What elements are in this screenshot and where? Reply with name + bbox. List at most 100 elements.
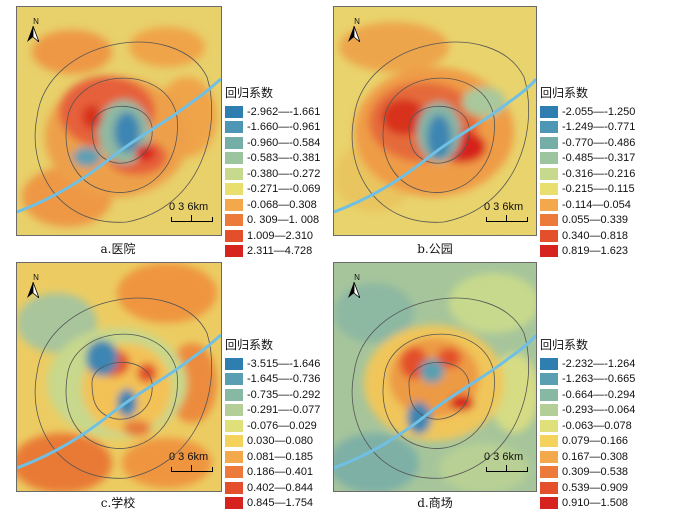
legend-swatch [225,183,243,196]
legend-item: -0.215—-0.115 [540,182,635,198]
legend-swatch [540,152,558,165]
legend-label: 0.186—0.401 [247,466,314,479]
legend-swatch [540,183,558,196]
legend-label: -0.068—0.308 [247,198,317,211]
legend-label: -0.960—-0.584 [247,136,321,149]
legend-swatch [540,497,558,510]
legend-swatch [540,481,558,494]
legend-swatch [225,373,243,386]
legend-swatch [225,419,243,432]
legend-label: -1.645—-0.736 [247,373,321,386]
legend-label: -0.583—-0.381 [247,152,321,165]
legend-swatch [225,214,243,227]
legend-swatch [540,388,558,401]
legend-item: -2.962—-1.661 [225,104,320,120]
legend-label: 0.055—0.339 [562,214,629,227]
legend-label: -1.263—-0.665 [562,373,636,386]
legend-label: -0.664—-0.294 [562,388,636,401]
caption-park: b.公园 [417,242,453,256]
legend-swatch [540,357,558,370]
legend-label: -1.660—-0.961 [247,121,321,134]
legend-item: 0.539—0.909 [540,480,635,496]
scale-bar: 0 3 6km [169,451,213,473]
legend-title: 回归系数 [225,338,274,352]
legend-swatch [225,435,243,448]
legend-label: -0.215—-0.115 [562,183,635,196]
legend-label: -2.962—-1.661 [247,105,321,118]
legend-item: -3.515—-1.646 [225,356,320,372]
legend-swatch [540,373,558,386]
legend-item: -2.055—-1.250 [540,104,635,120]
legend-swatch [540,167,558,180]
north-arrow-icon: N [348,17,366,42]
legend-label: 0.539—0.909 [562,481,629,494]
legend-title: 回归系数 [225,86,274,100]
legend-item: 0.081—0.185 [225,449,320,465]
legend-label: -1.249—-0.771 [562,121,636,134]
legend-item: -0.735—-0.292 [225,387,320,403]
legend-swatch [225,450,243,463]
legend-label: -0.293—-0.064 [562,404,636,417]
legend-item: -1.660—-0.961 [225,120,320,136]
legend-item: 0.186—0.401 [225,465,320,481]
legend-item: 0.309—0.538 [540,465,635,481]
legend-label: 0.819—1.623 [562,245,629,258]
legend-swatch [225,105,243,118]
legend-item: -0.583—-0.381 [225,151,320,167]
legend-school: 回归系数 -3.515—-1.646 -1.645—-0.736 -0.735—-0… [225,336,320,511]
legend-label: 1.009—2.310 [247,229,314,242]
legend-label: 0.845—1.754 [247,497,314,510]
map-park: N 0 3 6km [333,6,537,236]
legend-item: -1.249—-0.771 [540,120,635,136]
legend-item: 0.845—1.754 [225,496,320,512]
legend-label: -0.114—0.054 [562,198,631,211]
legend-label: -0.770—-0.486 [562,136,636,149]
legend-item: 0. 309—1. 008 [225,213,320,229]
map-mall: N 0 3 6km [333,262,537,492]
legend-label: 2.311—4.728 [247,245,313,258]
legend-item: 0.030—0.080 [225,434,320,450]
legend-label: 0.910—1.508 [562,497,629,510]
legend-swatch [225,121,243,134]
legend-swatch [225,497,243,510]
legend-label: -0.271—-0.069 [247,183,321,196]
legend-swatch [225,198,243,211]
scale-bar: 0 3 6km [169,201,213,223]
legend-item: -0.316—-0.216 [540,166,635,182]
legend-label: -2.232—-1.264 [562,357,636,370]
legend-item: 0.910—1.508 [540,496,635,512]
legend-label: -3.515—-1.646 [247,357,321,370]
legend-item: -0.960—-0.584 [225,135,320,151]
legend-label: 0.309—0.538 [562,466,629,479]
legend-swatch [540,121,558,134]
legend-swatch [540,245,558,258]
legend-swatch [540,450,558,463]
legend-swatch [225,388,243,401]
legend-label: -0.291—-0.077 [247,404,321,417]
legend-item: 0.402—0.844 [225,480,320,496]
legend-item: 0.819—1.623 [540,244,635,260]
north-arrow-icon: N [348,273,366,298]
legend-item: -0.291—-0.077 [225,403,320,419]
legend-label: 0.081—0.185 [247,450,314,463]
legend-label: -0.076—0.029 [247,419,317,432]
legend-item: -0.114—0.054 [540,197,635,213]
legend-item: -0.063—0.078 [540,418,635,434]
scale-bar: 0 3 6km [484,201,528,223]
legend-swatch [540,105,558,118]
legend-item: -0.271—-0.069 [225,182,320,198]
legend-swatch [540,466,558,479]
legend-item: 0.055—0.339 [540,213,635,229]
legend-park: 回归系数 -2.055—-1.250 -1.249—-0.771 -0.770—-0… [540,84,635,259]
legend-item: 0.079—0.166 [540,434,635,450]
legend-swatch [225,466,243,479]
caption-school: c.学校 [100,496,136,510]
legend-swatch [540,136,558,149]
legend-swatch [225,404,243,417]
legend-swatch [225,357,243,370]
legend-label: -0.380—-0.272 [247,167,321,180]
legend-swatch [540,419,558,432]
legend-swatch [540,435,558,448]
legend-swatch [540,229,558,242]
legend-item: 1.009—2.310 [225,228,320,244]
